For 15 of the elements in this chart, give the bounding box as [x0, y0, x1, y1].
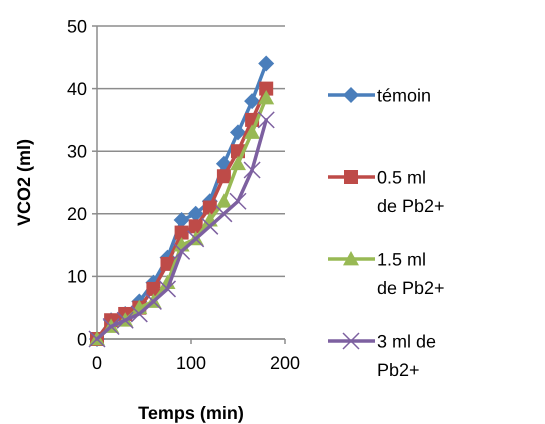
- y-axis-title: VCO2 (ml): [14, 138, 34, 226]
- x-tick-label: 0: [92, 353, 102, 373]
- x-tick-label: 200: [270, 353, 300, 373]
- x-axis-title: Temps (min): [138, 403, 244, 423]
- y-tick-label: 50: [66, 16, 87, 36]
- y-tick-label: 40: [66, 78, 87, 99]
- legend-label: 3 ml de Pb2+: [377, 331, 436, 380]
- y-tick-label: 20: [66, 204, 87, 224]
- legend-label: 0.5 ml de Pb2+: [377, 167, 445, 216]
- y-tick-label: 0: [76, 329, 87, 350]
- legend-label: témoin: [377, 85, 432, 106]
- x-tick-label: 100: [176, 353, 206, 373]
- legend-label: 1.5 ml de Pb2+: [377, 249, 445, 298]
- y-tick-label: 10: [66, 266, 87, 287]
- y-tick-label: 30: [66, 142, 87, 162]
